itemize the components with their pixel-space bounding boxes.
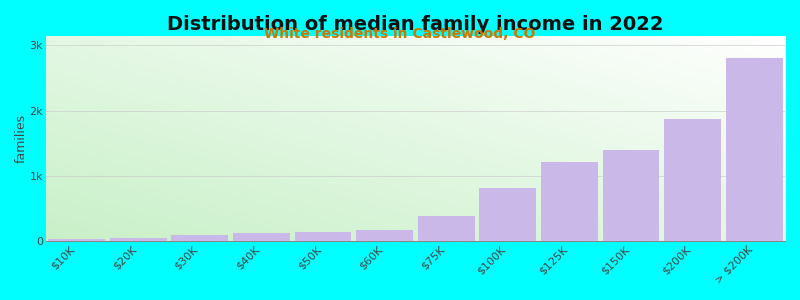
Text: White residents in Castlewood, CO: White residents in Castlewood, CO: [264, 27, 536, 41]
Bar: [479, 188, 536, 241]
Bar: [110, 238, 166, 241]
Bar: [541, 161, 598, 241]
Bar: [602, 150, 659, 241]
Bar: [294, 232, 351, 241]
Bar: [664, 119, 721, 241]
Bar: [726, 58, 782, 241]
Bar: [418, 216, 474, 241]
Y-axis label: families: families: [15, 114, 28, 163]
Bar: [356, 230, 413, 241]
Bar: [48, 238, 105, 241]
Title: Distribution of median family income in 2022: Distribution of median family income in …: [167, 15, 664, 34]
Bar: [171, 235, 228, 241]
Bar: [233, 232, 290, 241]
